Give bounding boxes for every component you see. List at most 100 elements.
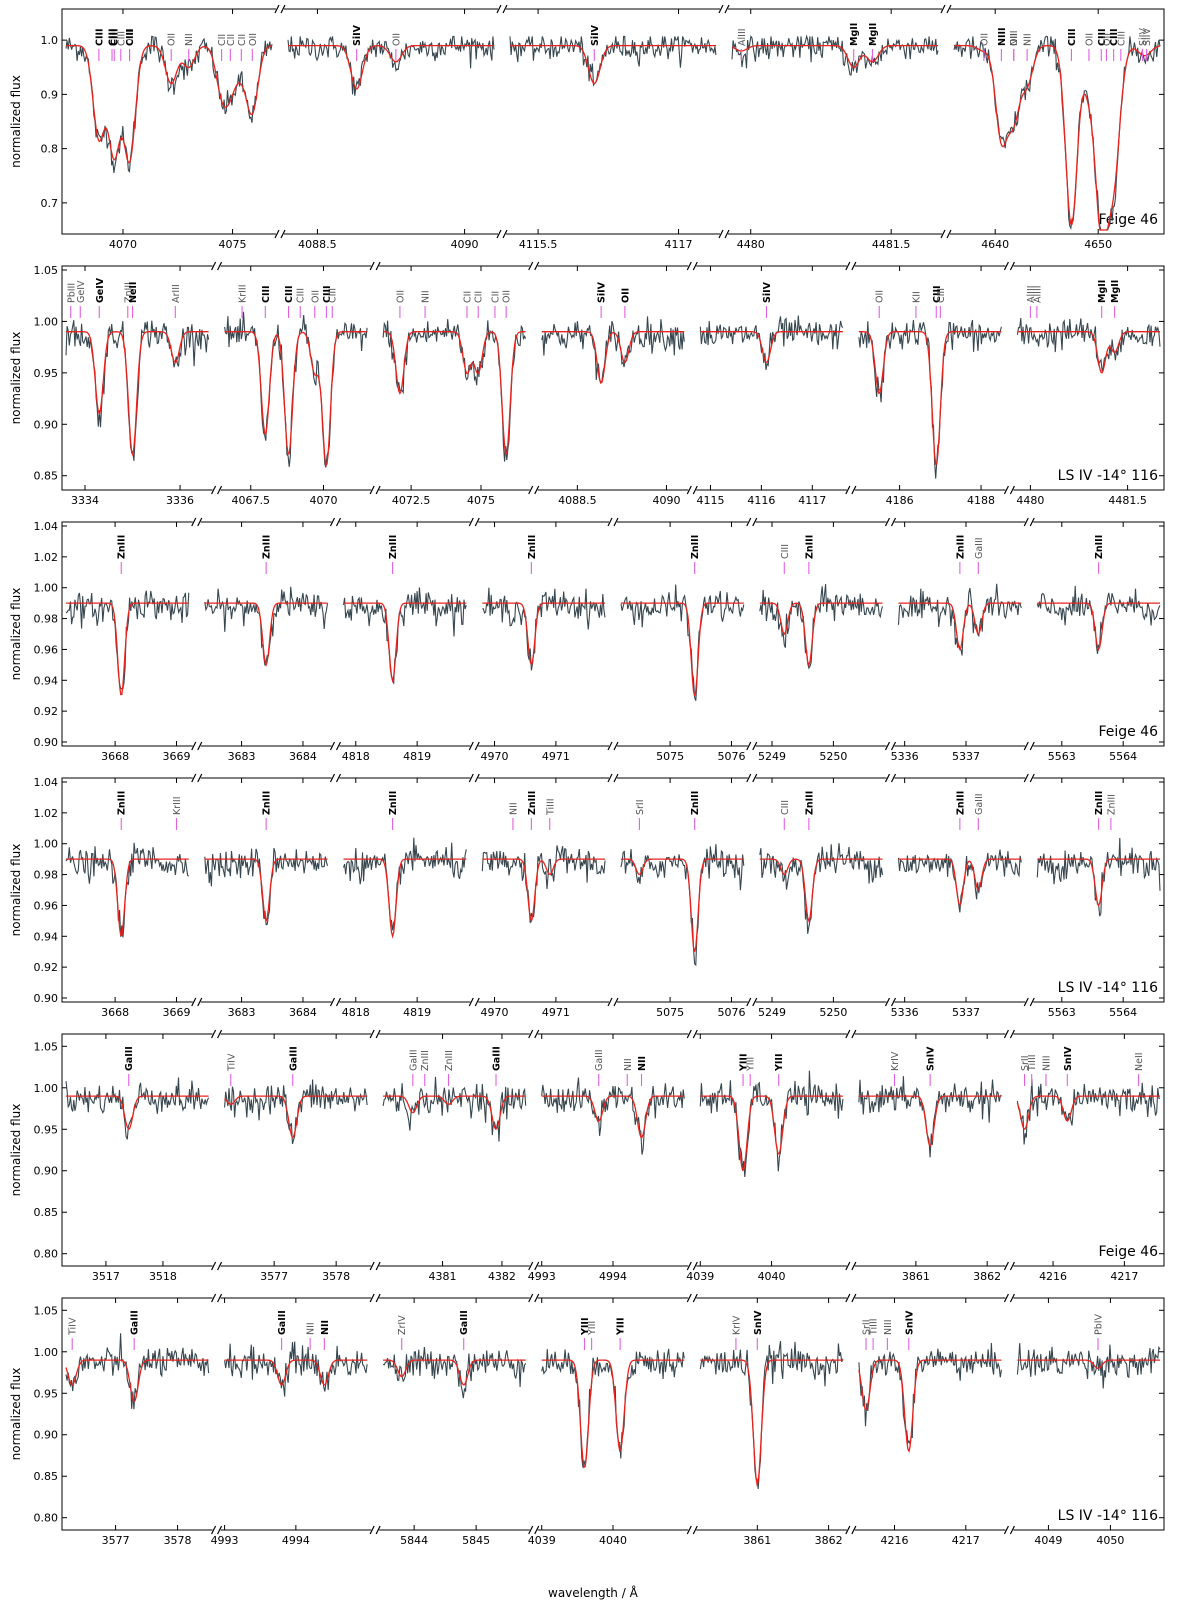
y-axis-label: normalized flux <box>9 332 23 425</box>
x-tick-label: 4050 <box>1096 1534 1124 1547</box>
x-tick-label: 5249 <box>758 750 786 763</box>
x-tick-label: 4115.5 <box>519 238 558 251</box>
spectrum-segment: 5249 5250 CIII ZnIII <box>746 773 884 1019</box>
x-tick-label: 4117 <box>665 238 693 251</box>
line-id-marker: OII <box>395 290 406 318</box>
line-id-marker: CII <box>463 291 474 318</box>
line-id-marker: CII <box>217 34 228 61</box>
axis-break-mark <box>217 1261 223 1271</box>
model-spectrum <box>759 858 883 923</box>
observed-spectrum <box>897 849 1022 913</box>
y-axis-label: normalized flux <box>9 844 23 937</box>
axis-break-gap <box>846 1032 855 1036</box>
y-tick-label: 0.95 <box>34 367 59 380</box>
line-id-marker: GaIII <box>974 537 985 574</box>
line-id-marker: ZnIII <box>117 535 128 574</box>
axis-break-mark <box>534 1525 540 1535</box>
x-tick-label: 4088.5 <box>298 238 337 251</box>
y-tick-label: 1.05 <box>34 264 59 277</box>
axis-break-gap <box>688 1528 697 1532</box>
axis-break-mark <box>686 485 692 495</box>
spectrum-segment: 4049 4050 PbIV <box>1003 1293 1161 1547</box>
x-tick-label: 5076 <box>717 750 745 763</box>
axis-break-mark <box>197 517 203 527</box>
axis-break-mark <box>940 229 946 239</box>
y-tick-label: 0.98 <box>34 613 59 626</box>
x-tick-label: 3861 <box>902 1270 930 1283</box>
axis-break-mark <box>375 1029 381 1039</box>
x-tick-label: 4819 <box>403 1006 431 1019</box>
line-id-label: CIII <box>1097 28 1108 46</box>
line-id-marker: ZnIII <box>262 535 273 574</box>
axis-break-gap <box>1025 776 1034 780</box>
axis-break-mark <box>329 773 336 783</box>
axis-break-mark <box>474 741 480 751</box>
axis-break-mark <box>686 1029 692 1039</box>
axis-break-mark <box>335 517 342 527</box>
y-tick-label: 1.00 <box>34 582 59 595</box>
line-id-label: ZnIII <box>527 791 538 815</box>
y-tick-label: 0.85 <box>34 1470 59 1483</box>
line-id-label: OII <box>979 33 990 46</box>
axis-break-mark <box>845 261 851 271</box>
line-id-marker: NII <box>623 1058 634 1086</box>
model-spectrum <box>700 1095 843 1172</box>
line-id-marker: GaIII <box>124 1046 135 1086</box>
line-id-label: ZnIII <box>955 791 966 815</box>
x-tick-label: 5076 <box>717 1006 745 1019</box>
axis-break-mark <box>746 773 752 783</box>
axis-break-mark <box>851 261 857 271</box>
axis-break-mark <box>534 261 540 271</box>
observed-spectrum <box>858 1342 1002 1445</box>
star-name: LS IV -14° 116 <box>1058 468 1158 484</box>
spectrum-segment: 5563 5564 ZnIII ZnIII <box>1023 773 1161 1019</box>
axis-break-gap <box>886 520 895 524</box>
line-id-label: SiIV <box>597 281 608 303</box>
line-id-marker: KrIII <box>238 284 249 318</box>
axis-break-mark <box>946 4 952 14</box>
axis-break-mark <box>280 229 286 239</box>
line-id-marker: GaIII <box>492 1046 503 1086</box>
axis-break-gap <box>529 488 538 492</box>
line-id-marker: CIII <box>284 285 295 318</box>
model-spectrum <box>621 602 744 696</box>
axis-break-mark <box>274 4 280 14</box>
line-id-marker: SnIV <box>926 1046 937 1086</box>
axis-break-mark <box>217 485 223 495</box>
y-tick-label: 0.90 <box>34 1429 59 1442</box>
axis-break-mark <box>191 741 197 751</box>
y-tick-label: 0.8 <box>41 143 59 156</box>
model-spectrum <box>858 331 1002 465</box>
observed-spectrum <box>224 1079 368 1145</box>
axis-break-mark <box>845 1293 851 1303</box>
line-id-marker: ZnIII <box>955 791 966 830</box>
line-id-marker: SrII <box>635 799 646 830</box>
observed-spectrum <box>509 35 717 87</box>
line-id-marker: MgII <box>1097 280 1108 318</box>
line-id-label: MgII <box>1110 280 1121 303</box>
axis-break-mark <box>1029 773 1035 783</box>
y-tick-label: 0.80 <box>34 1248 59 1261</box>
axis-break-mark <box>845 485 851 495</box>
line-id-label: TiIII <box>869 1318 880 1336</box>
axis-break-mark <box>375 1261 381 1271</box>
line-id-marker: CII <box>490 291 501 318</box>
axis-break-gap <box>747 744 756 748</box>
line-id-label: GaIII <box>408 1049 419 1071</box>
x-tick-label: 4075 <box>467 494 495 507</box>
line-id-marker: GaIII <box>288 1046 299 1086</box>
x-tick-label: 4481.5 <box>872 238 911 251</box>
axis-break-gap <box>192 776 201 780</box>
x-tick-label: 4049 <box>1034 1534 1062 1547</box>
line-id-label: YIII <box>774 1054 785 1072</box>
line-id-label: OII <box>167 33 178 46</box>
axis-break-gap <box>846 264 855 268</box>
axis-break-mark <box>718 229 724 239</box>
line-id-label: NeII <box>128 282 139 303</box>
panel-frame <box>61 8 1165 235</box>
line-id-label: NII <box>421 290 432 303</box>
model-spectrum <box>66 44 273 164</box>
axis-break-gap <box>470 520 479 524</box>
line-id-marker: CIII <box>780 800 791 830</box>
